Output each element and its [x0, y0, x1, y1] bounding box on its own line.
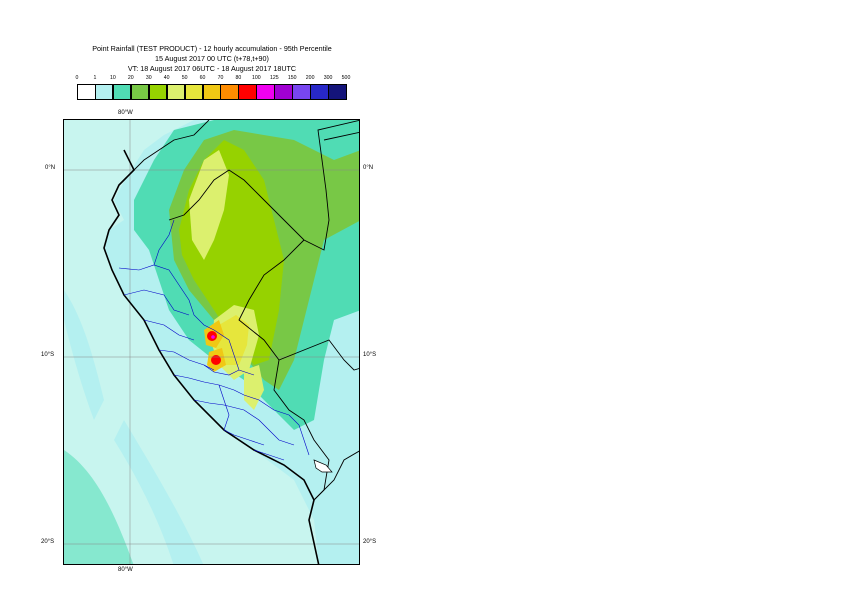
map-frame: [63, 119, 360, 565]
legend-label: 200: [305, 75, 315, 81]
legend-swatch: [220, 84, 239, 100]
lat-label-0N-right: 0°N: [363, 165, 374, 171]
legend-swatch: [77, 84, 96, 100]
legend-label: 100: [252, 75, 261, 81]
legend-label: 300: [323, 75, 333, 81]
legend-label: 125: [269, 75, 279, 81]
legend-swatch: [328, 84, 347, 100]
country-border: [238, 239, 359, 371]
legend-swatch: [184, 84, 204, 100]
rain-100mm-core: [211, 355, 221, 365]
legend-label: 80: [235, 75, 242, 81]
legend-label: 500: [341, 75, 351, 81]
legend-swatch: [310, 84, 329, 100]
title-line-2: 15 August 2017 00 UTC (t+78,t+90): [155, 54, 269, 63]
lat-label-10S-right: 10°S: [363, 352, 377, 358]
lon-label-top: 80°W: [118, 110, 133, 116]
legend-swatch: [166, 84, 186, 100]
country-border: [168, 120, 359, 251]
legend-label: 1: [93, 75, 97, 81]
legend-label: 50: [181, 75, 188, 81]
legend-swatch: [112, 84, 132, 100]
lat-label-0N-left: 0°N: [45, 165, 56, 171]
legend-swatch: [238, 84, 257, 100]
legend-swatch: [292, 84, 311, 100]
country-border: [133, 120, 210, 171]
lat-label-10S-left: 10°S: [41, 352, 55, 358]
title-line-3: VT: 18 August 2017 06UTC - 18 August 201…: [127, 64, 297, 73]
legend-swatch: [274, 84, 293, 100]
legend-label: 20: [127, 75, 134, 81]
legend-swatch: [94, 84, 114, 100]
offshore-band: [64, 290, 104, 420]
rain-40mm: [189, 150, 229, 260]
legend-label: 0: [75, 75, 79, 81]
country-border: [273, 359, 330, 501]
legend-swatch: [202, 84, 222, 100]
lat-label-20S-right: 20°S: [363, 539, 377, 545]
offshore-band: [64, 450, 134, 564]
legend-label: 150: [287, 75, 297, 81]
legend-swatch: [256, 84, 275, 100]
legend-label: 30: [145, 75, 152, 81]
country-border: [313, 450, 359, 501]
country-border: [323, 131, 359, 141]
lat-label-20S-left: 20°S: [41, 539, 55, 545]
rain-40mm: [244, 365, 264, 410]
lon-label-bottom: 80°W: [118, 567, 133, 573]
legend-label: 10: [109, 75, 116, 81]
rain-50mm: [216, 315, 249, 365]
rainfall-map: [64, 120, 359, 564]
offshore-band: [114, 420, 204, 564]
legend-label: 40: [163, 75, 170, 81]
legend-label: 70: [217, 75, 224, 81]
lake-titicaca: [313, 459, 333, 473]
rain-125mm-core: [211, 335, 215, 339]
legend-swatch: [148, 84, 168, 100]
legend-label: 60: [199, 75, 206, 81]
title-line-1: Point Rainfall (TEST PRODUCT) - 12 hourl…: [92, 44, 332, 53]
legend-swatch: [130, 84, 150, 100]
region-borders: [118, 219, 310, 461]
